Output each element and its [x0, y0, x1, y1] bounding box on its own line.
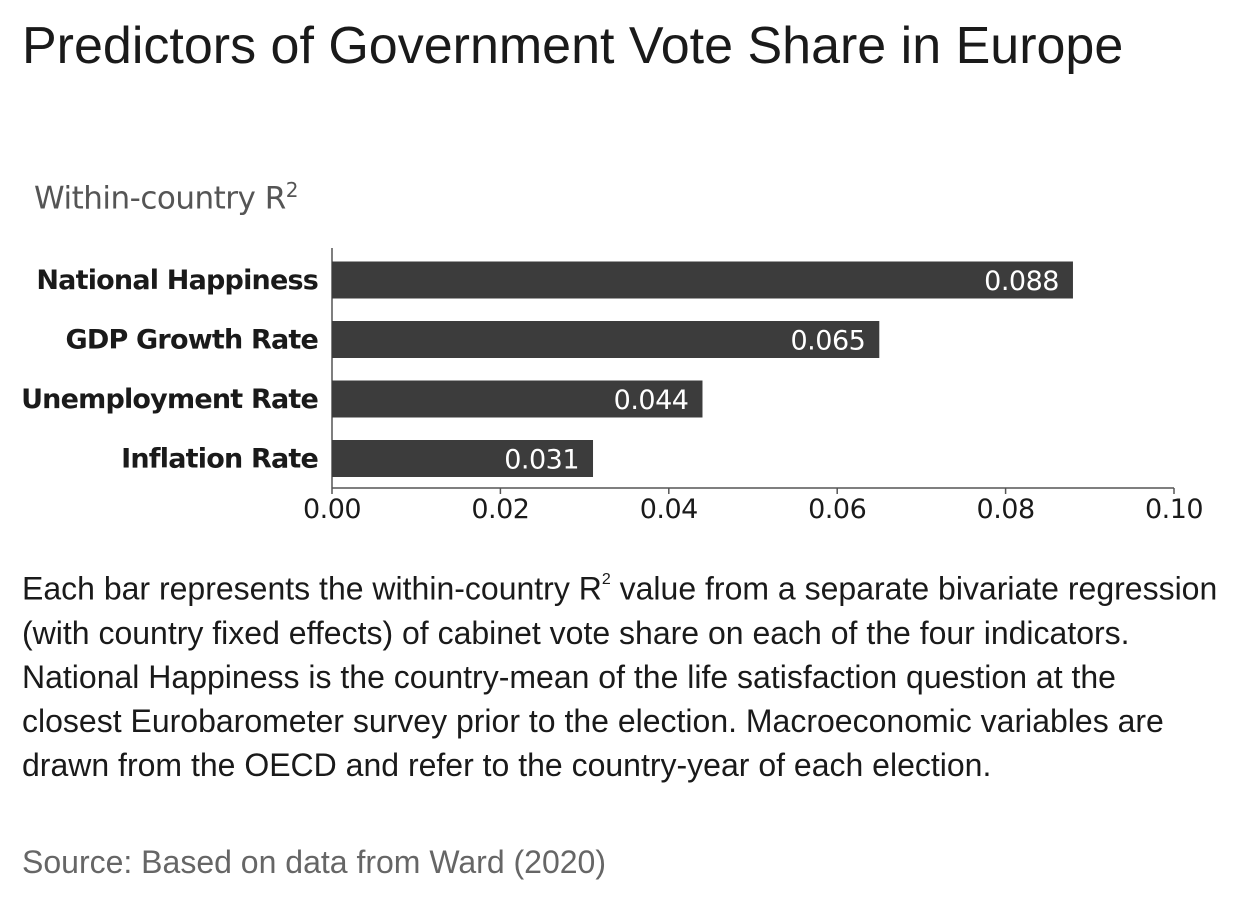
x-tick-label: 0.08 — [977, 494, 1035, 525]
bar — [332, 321, 880, 358]
bar-value-label: 0.031 — [504, 445, 579, 476]
category-label: Inflation Rate — [121, 444, 318, 475]
x-tick-label: 0.02 — [471, 494, 529, 525]
subtitle-text: Within-country R — [34, 180, 286, 217]
x-tick-label: 0.06 — [808, 494, 866, 525]
caption-superscript: 2 — [601, 571, 611, 588]
chart-subtitle: Within-country R2 — [34, 178, 299, 217]
bar — [332, 261, 1073, 299]
source-note: Source: Based on data from Ward (2020) — [22, 844, 606, 880]
bar — [332, 380, 703, 418]
bar-value-label: 0.088 — [984, 266, 1059, 297]
caption-text-start: Each bar represents the within-country R — [22, 570, 602, 607]
figure-caption: Each bar represents the within-country R… — [22, 562, 1222, 787]
subtitle-superscript: 2 — [285, 178, 299, 202]
bar — [332, 440, 594, 477]
bar-value-label: 0.044 — [614, 385, 689, 416]
caption-text-end: value from a separate bivariate regressi… — [22, 570, 1218, 783]
bar-value-label: 0.065 — [791, 326, 866, 357]
category-label: National Happiness — [36, 265, 318, 296]
x-tick-label: 0.10 — [1145, 494, 1203, 525]
chart-title: Predictors of Government Vote Share in E… — [22, 17, 1124, 75]
category-label: Unemployment Rate — [21, 384, 318, 415]
x-tick-label: 0.00 — [303, 494, 361, 525]
bar-chart: National Happiness 0.088 GDP Growth Rate 0.… — [21, 248, 1204, 525]
category-label: GDP Growth Rate — [66, 325, 319, 356]
x-tick-label: 0.04 — [640, 494, 698, 525]
